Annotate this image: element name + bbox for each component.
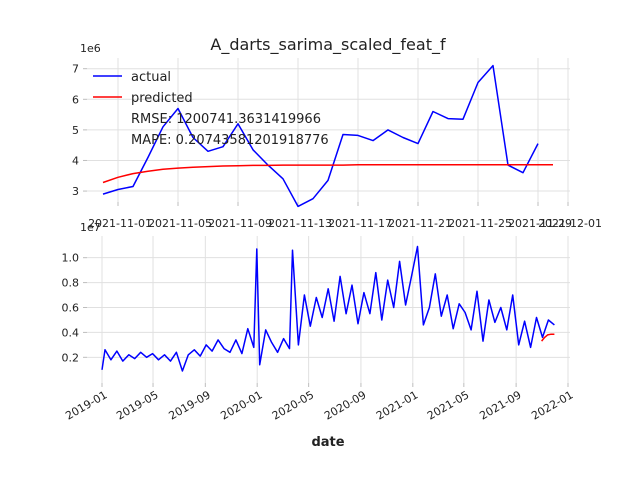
- x-tick-label: 2021-05: [425, 388, 471, 422]
- x-tick-label: 2021-11-13: [268, 217, 332, 230]
- series-line-predicted: [541, 333, 555, 342]
- x-tick-label: 2019-05: [114, 388, 160, 422]
- x-tick-label: 2021-11-01: [88, 217, 152, 230]
- legend-predicted-label: predicted: [131, 91, 193, 106]
- x-tick-label: 2020-01: [218, 388, 264, 422]
- top-chart-title: A_darts_sarima_scaled_feat_f: [210, 35, 446, 55]
- x-tick-label: 2021-11-29: [508, 217, 572, 230]
- y-tick-label: 0.8: [62, 277, 80, 290]
- legend: actual predicted RMSE: 1200741.363141996…: [93, 70, 329, 148]
- x-tick-label: 2020-05: [270, 388, 316, 422]
- x-tick-label: 2022-01: [529, 388, 575, 422]
- x-tick-label: 2021-09: [477, 388, 523, 422]
- x-tick-label: 2021-11-05: [148, 217, 212, 230]
- bottom-x-axis-label: date: [311, 435, 344, 450]
- bottom-y-exponent: 1e7: [80, 221, 101, 234]
- x-tick-label: 2019-09: [167, 388, 213, 422]
- x-tick-label: 2021-11-17: [328, 217, 392, 230]
- x-tick-label: 2021-11-21: [388, 217, 452, 230]
- y-tick-label: 4: [72, 154, 79, 167]
- series-line-actual: [101, 245, 555, 372]
- x-tick-label: 2021-12-01: [538, 217, 602, 230]
- series-line-actual: [102, 64, 539, 208]
- x-tick-label: 2021-01: [374, 388, 420, 422]
- y-tick-label: 0.2: [62, 351, 80, 364]
- y-tick-label: 0.6: [62, 302, 80, 315]
- bottom-subplot: 1e7 2019-01 2019-05 2019-09 2020-01 2020-05 2…: [62, 221, 576, 450]
- y-tick-label: 6: [72, 93, 79, 106]
- y-tick-label: 5: [72, 124, 79, 137]
- legend-actual-label: actual: [131, 70, 171, 85]
- series-line-predicted: [102, 164, 553, 184]
- mape-annotation: MAPE: 0.20743581201918776: [131, 133, 329, 148]
- y-tick-label: 1.0: [62, 252, 80, 265]
- x-tick-label: 2020-09: [322, 388, 368, 422]
- top-y-exponent: 1e6: [80, 42, 101, 55]
- x-tick-label: 2021-11-25: [448, 217, 512, 230]
- top-subplot: A_darts_sarima_scaled_feat_f 1e6 2021-11…: [72, 35, 602, 230]
- y-tick-label: 7: [72, 63, 79, 76]
- y-tick-label: 3: [72, 185, 79, 198]
- rmse-annotation: RMSE: 1200741.3631419966: [131, 112, 321, 127]
- y-tick-label: 0.4: [62, 326, 80, 339]
- x-tick-label: 2019-01: [63, 388, 109, 422]
- x-tick-label: 2021-11-09: [208, 217, 272, 230]
